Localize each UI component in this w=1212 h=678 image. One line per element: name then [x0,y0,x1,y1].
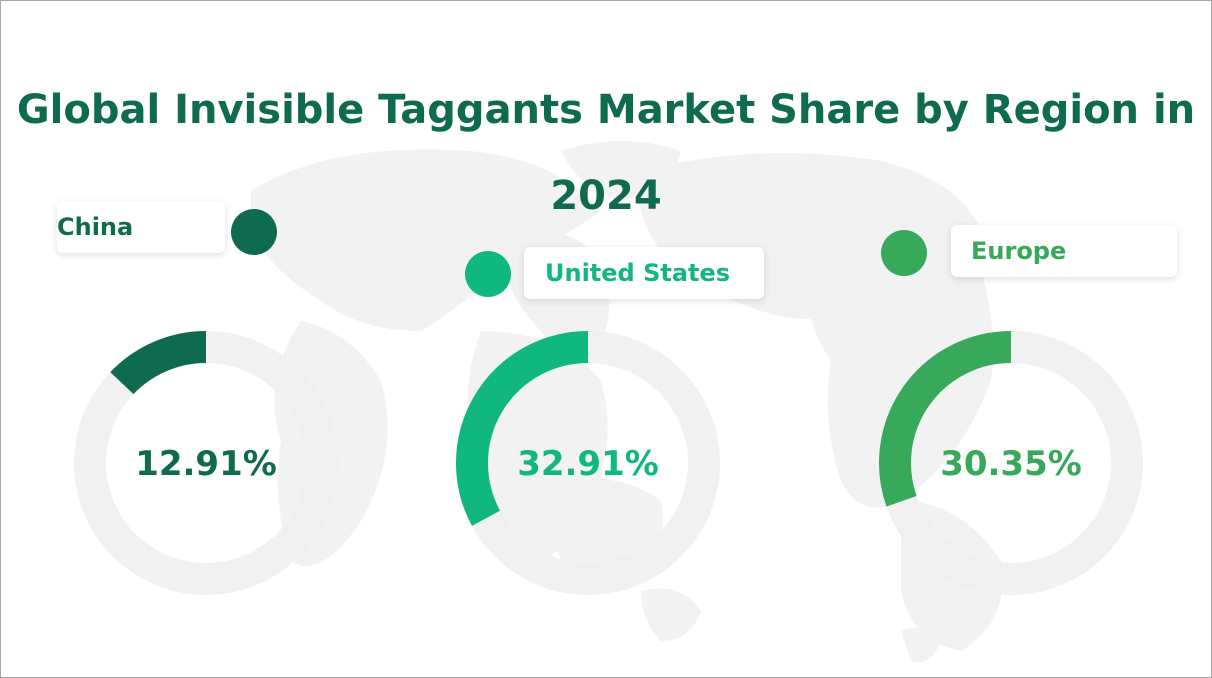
legend-dot-europe [881,230,927,276]
chart-title: Global Invisible Taggants Market Share b… [16,87,1196,219]
data-label: 12.91% [135,444,277,484]
data-label: 30.35% [940,444,1082,484]
donut-segment [879,331,1012,507]
donut-segment [110,331,207,395]
legend-dot-united-states [465,251,511,297]
donut-segment [456,331,589,526]
legend-label-united-states: United States [524,247,764,299]
legend-dot-china [231,209,277,255]
series-name: United States [545,259,731,287]
data-label: 32.91% [517,444,659,484]
donut-united-states: 32.91% [456,331,720,595]
donut-europe: 30.35% [879,331,1143,595]
donut-china: 12.91% [74,331,338,595]
series-name: China [57,213,134,241]
legend-label-europe: Europe [951,225,1177,277]
legend-label-china: China [57,201,225,253]
series-name: Europe [971,237,1067,265]
